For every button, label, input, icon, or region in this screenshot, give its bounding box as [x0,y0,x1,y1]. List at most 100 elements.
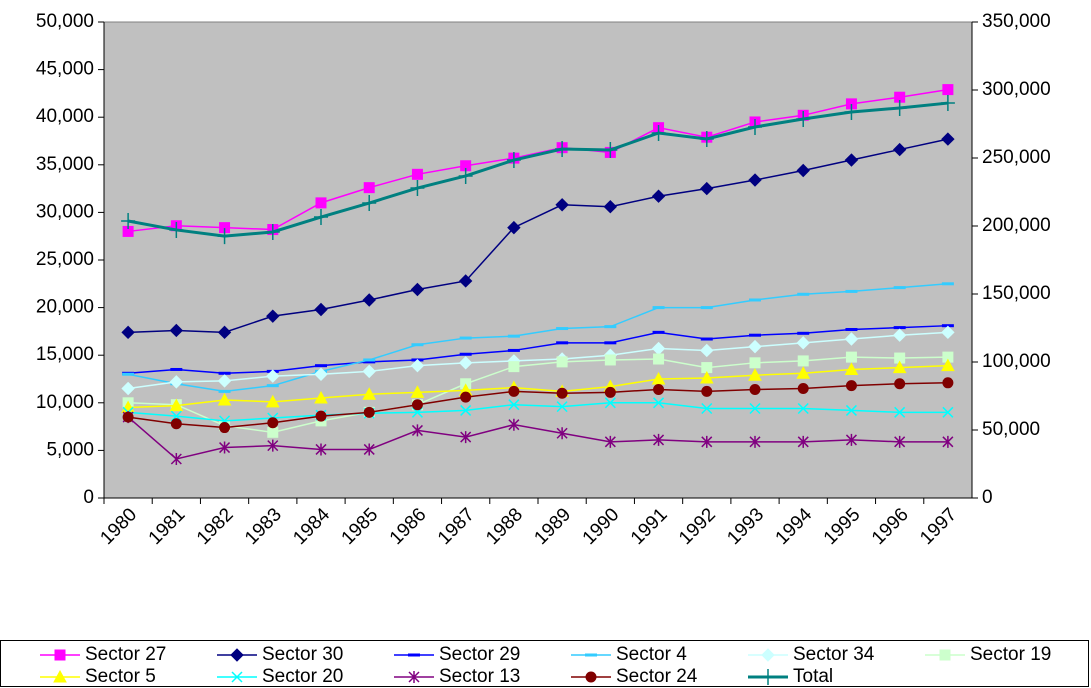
marker [653,383,665,395]
y-tick-label: 0 [83,487,94,508]
marker [555,198,569,212]
x-tick-label: 1981 [145,504,190,549]
series-line [128,331,948,390]
series-line [128,382,948,429]
marker [315,410,327,422]
x-tick-label: 1990 [579,504,624,549]
marker [748,339,762,354]
marker [507,220,521,235]
marker [748,173,762,187]
marker [410,385,425,398]
marker [219,441,231,454]
marker [651,189,666,203]
marker [941,358,955,372]
marker [796,163,810,178]
y2-tick-label: 300,000 [982,79,1051,100]
x-tick-label: 1985 [338,504,383,549]
x-tick-label: 1994 [772,504,817,549]
y-tick-label: 30,000 [36,201,94,222]
x-tick-label: 1996 [868,504,913,549]
y2-tick-label: 50,000 [982,419,1040,440]
marker [941,132,955,146]
marker [941,325,955,340]
y2-tick-label: 100,000 [982,351,1051,372]
legend-label: Sector 34 [793,644,875,665]
marker [460,431,472,444]
marker [363,406,375,418]
legend-marker [230,648,244,662]
legend-marker [761,669,775,685]
marker [796,110,811,127]
marker [653,397,665,409]
marker [266,309,280,323]
marker [604,397,616,409]
marker [169,221,184,238]
marker [700,181,714,196]
marker [844,104,859,121]
marker [411,168,423,180]
y2-tick-label: 350,000 [982,11,1051,32]
x-tick-label: 1991 [627,504,672,549]
marker [555,141,570,158]
legend-label: Sector 13 [439,666,520,687]
series-line [127,416,948,460]
plot-area [103,21,973,499]
marker [556,387,568,399]
marker [170,418,182,430]
y-tick-label: 25,000 [36,249,94,270]
series-line [127,101,949,238]
y2-tick-label: 0 [982,487,993,508]
x-tick-label: 1993 [723,504,768,549]
marker [701,402,713,415]
marker [604,354,616,366]
series [121,325,955,396]
marker [169,398,184,412]
legend-label: Total [793,666,833,687]
legend-marker [53,669,67,683]
marker [894,435,906,448]
x-tick-label: 1989 [530,504,575,549]
series [122,377,954,434]
y-tick-label: 40,000 [36,106,94,127]
marker [508,399,520,411]
legend-label: Sector 5 [85,666,156,687]
marker [797,435,809,448]
legend-marker [585,671,597,683]
marker [314,367,328,381]
marker [844,362,859,375]
marker [556,427,568,440]
series-line [128,138,949,334]
x-tick-label: 1982 [193,504,238,549]
marker [362,195,377,212]
marker [217,392,232,406]
marker [362,293,376,307]
marker [796,366,811,379]
legend-label: Sector 20 [262,666,343,687]
marker [362,387,377,400]
marker [314,302,328,317]
marker [749,402,761,415]
marker [265,394,280,408]
marker [363,443,375,456]
x-tick-label: 1988 [482,504,527,549]
marker [169,375,184,389]
series-line [127,283,948,393]
marker [845,351,857,363]
y2-tick-label: 250,000 [982,147,1051,168]
legend-marker [761,648,775,662]
marker [410,282,425,297]
marker [700,343,714,358]
marker [892,142,907,157]
marker [845,404,857,416]
series-line [128,402,948,422]
legend-label: Sector 4 [616,644,687,665]
marker [701,435,713,448]
marker [170,452,182,465]
marker [844,332,859,346]
marker [314,390,328,404]
marker [121,212,136,229]
marker [121,325,135,340]
marker [169,323,184,338]
legend-marker [939,649,951,661]
x-tick-label: 1986 [386,504,431,549]
